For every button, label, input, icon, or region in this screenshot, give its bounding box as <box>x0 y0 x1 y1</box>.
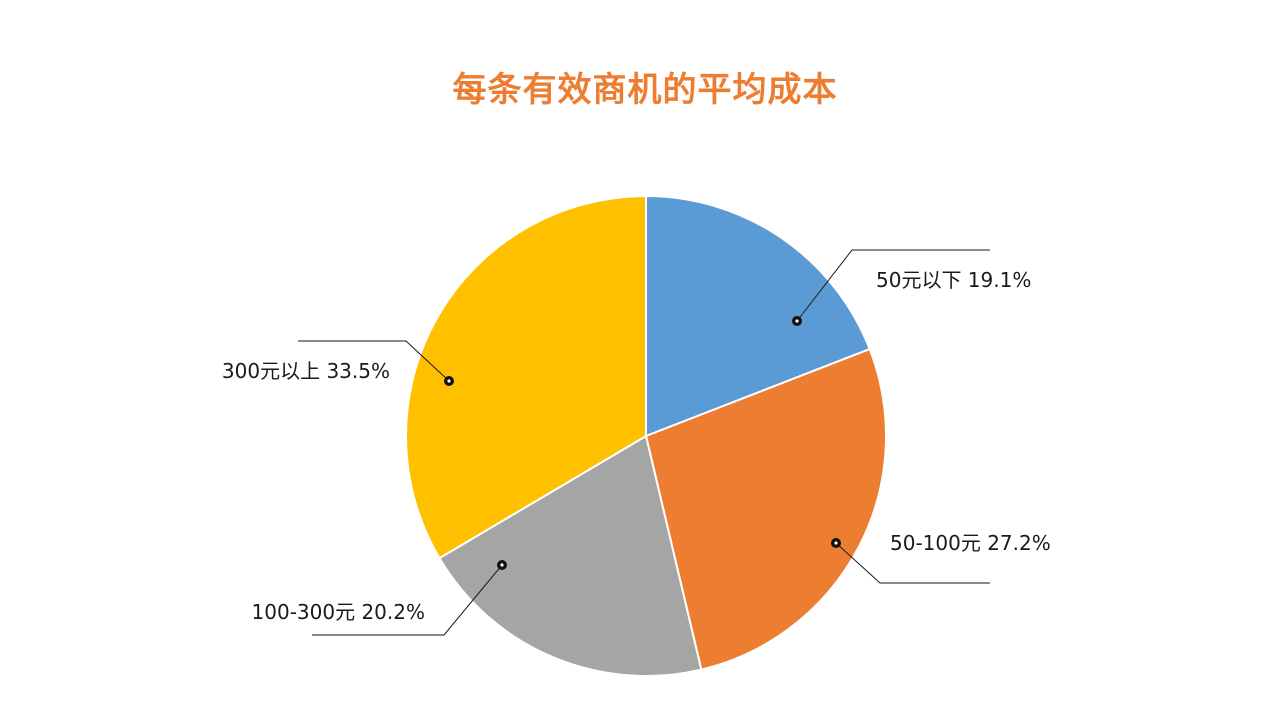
leader-dot-center-2 <box>834 541 838 545</box>
data-label-1: 50元以下 19.1% <box>876 268 1031 292</box>
chart-title: 每条有效商机的平均成本 <box>452 70 838 110</box>
data-label-2: 50-100元 27.2% <box>890 531 1051 555</box>
pie-slice-1 <box>645 194 871 438</box>
leader-dot-center-4 <box>447 379 451 383</box>
pie-slice-4 <box>405 194 647 560</box>
leader-line-1 <box>796 249 990 322</box>
pie-slice-3 <box>438 434 703 677</box>
leader-dot-center-3 <box>500 563 504 567</box>
leader-line-2 <box>835 542 990 584</box>
leader-line-4 <box>298 340 450 382</box>
data-label-4: 300元以上 33.5% <box>222 359 390 383</box>
data-label-3: 100-300元 20.2% <box>252 600 425 624</box>
pie-slice-2 <box>644 347 887 671</box>
leader-dot-center-1 <box>795 319 799 323</box>
leader-line-3 <box>312 564 503 636</box>
